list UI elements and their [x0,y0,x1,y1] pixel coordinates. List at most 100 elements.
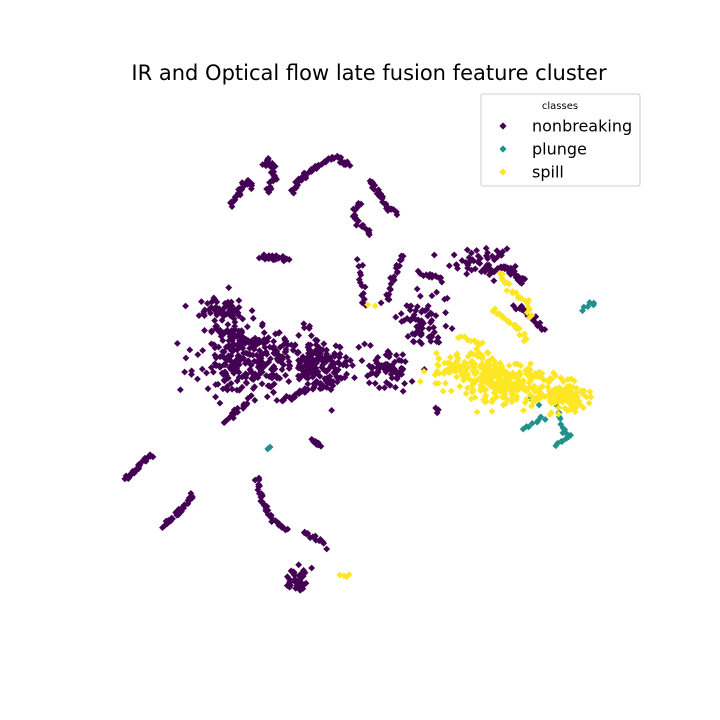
data-point [302,373,310,381]
data-point [396,262,403,270]
data-point [385,381,393,389]
data-point [215,307,223,315]
data-point [249,376,257,383]
data-point [287,578,295,586]
data-point [573,384,581,392]
data-point [329,378,337,385]
data-point [387,280,395,288]
data-point [347,357,354,364]
data-point [369,364,377,371]
data-point [361,283,369,291]
data-point [352,206,359,214]
data-point [509,369,517,377]
data-point [188,371,195,378]
data-point [392,383,399,391]
data-point [379,198,386,206]
plot-area [121,152,598,594]
data-point [203,369,210,377]
data-point [267,169,275,176]
data-point [482,361,490,369]
data-point [527,402,535,410]
data-point [531,370,539,377]
data-point [430,251,438,259]
data-point [527,374,535,381]
data-point [375,384,383,392]
data-point [551,397,559,405]
data-point [333,368,340,375]
data-point [311,162,319,170]
data-point [397,310,405,318]
data-point [328,407,336,414]
data-point [208,298,216,306]
data-point [416,292,424,300]
data-point [317,442,325,450]
data-point [445,262,453,270]
data-point [287,341,295,349]
data-point [135,462,143,469]
data-point [535,392,543,400]
data-point [301,389,309,396]
data-point [172,509,180,516]
data-point [516,331,523,339]
data-point [292,183,300,191]
data-point [431,328,438,336]
data-point [272,350,280,358]
data-point [224,374,232,382]
data-point [446,359,454,367]
data-point [586,388,594,396]
data-point [228,203,236,211]
data-point [516,368,524,376]
data-point [257,493,265,501]
data-point [213,304,221,312]
data-point [413,285,421,293]
data-point [206,309,214,317]
data-point [262,372,270,380]
data-point [432,349,440,357]
data-point [507,371,515,379]
data-point [309,373,317,381]
data-point [285,378,293,385]
data-point [234,404,241,412]
data-point [555,404,563,412]
data-point [454,334,462,342]
data-point [201,327,208,334]
data-point [311,532,319,540]
data-point [267,355,274,363]
data-point [284,573,291,581]
data-point [305,168,313,176]
data-point [521,330,529,338]
data-point [359,223,367,231]
data-point [237,343,245,350]
data-point [334,366,342,374]
data-point [258,368,266,376]
data-point [234,408,242,416]
data-point [461,367,468,375]
data-point [263,393,271,401]
data-point [493,381,501,388]
data-point [310,364,318,372]
data-point [284,353,291,361]
data-point [292,584,300,592]
data-point [530,382,538,390]
data-point [299,585,307,592]
legend-marker-plunge [499,145,507,153]
data-point [393,351,400,359]
data-point [322,358,330,366]
data-point [274,329,282,337]
data-point [430,324,437,331]
data-point [526,391,534,399]
data-point [300,581,308,588]
data-point [132,467,140,475]
data-point [229,309,236,316]
data-point [204,385,212,393]
data-point [492,364,500,372]
data-point [522,336,529,344]
data-point [407,302,415,310]
data-point [378,194,386,202]
data-point [251,396,259,404]
data-point [566,406,574,414]
data-point [395,356,403,364]
data-point [483,349,491,356]
data-point [217,332,225,340]
data-point [233,346,241,354]
